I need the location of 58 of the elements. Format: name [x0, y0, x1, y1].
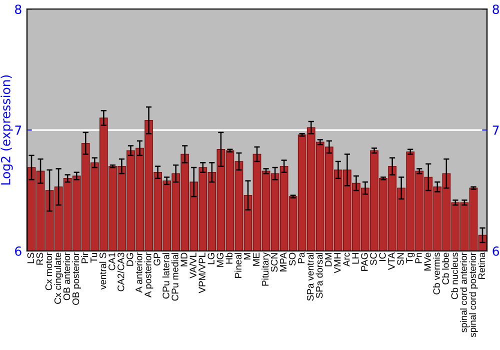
x-tick-label: MVe	[424, 252, 431, 270]
x-tick-label: Pineal	[234, 252, 242, 278]
x-tick-label: Cx motor	[45, 252, 52, 290]
x-tick-label: spinal cord posterior	[469, 252, 478, 338]
x-tick-label: VTA	[388, 252, 395, 270]
x-tick-label: Cb vermis	[432, 252, 440, 294]
x-tick-label: DM	[325, 253, 332, 266]
x-tick-label: VMH	[334, 253, 341, 274]
y2-tick-label: 7	[492, 126, 499, 135]
x-tick-label: PAG	[361, 253, 368, 271]
x-tick-label: Pn	[415, 252, 422, 264]
x-tick-label: SPa ventral	[306, 252, 314, 301]
x-tick-label: SCN	[270, 253, 278, 272]
x-tick-label: LG	[208, 253, 214, 264]
x-tick-label: Pir	[81, 252, 88, 264]
x-tick-label: VA/VL	[189, 252, 196, 278]
x-tick-label: A posterior	[144, 252, 154, 298]
x-tick-label: SN	[397, 253, 404, 266]
x-tick-label: LS	[27, 252, 34, 264]
x-tick-label: OB posterior	[72, 252, 82, 305]
y-axis-title: Log2 (expression)	[0, 75, 13, 185]
x-tick-label: OB anterior	[63, 252, 70, 300]
x-tick-label: ventral S	[99, 252, 106, 290]
x-tick-label: MPA	[280, 252, 286, 272]
y2-tick-label: 8	[492, 4, 499, 14]
x-tick-label: SPa dorsal	[316, 252, 323, 298]
x-tick-label: MD	[180, 252, 188, 266]
x-tick-label: Tg	[406, 252, 415, 264]
x-tick-label: M	[244, 253, 250, 260]
x-tick-label: MG	[216, 253, 224, 267]
x-tick-label: Cx cingulate	[54, 252, 63, 304]
x-tick-label: Arc	[343, 252, 350, 266]
y-tick-label: 8	[15, 4, 22, 14]
x-tick-label: CA1	[108, 252, 116, 270]
x-tick-label: CPu medial	[171, 252, 178, 301]
x-tick-label: Pa	[298, 252, 305, 264]
x-tick-label: SC	[370, 252, 377, 266]
x-tick-label: SO	[288, 252, 296, 266]
x-tick-label: GP	[154, 252, 160, 266]
x-tick-label: CA2/CA3	[117, 252, 124, 292]
x-tick-label: CPu lateral	[162, 252, 170, 299]
y-tick-label: 6	[15, 246, 22, 256]
x-tick-label: LH	[352, 253, 359, 264]
x-tick-label: RS	[36, 252, 44, 265]
x-tick-label: Pituitary	[262, 252, 270, 286]
x-tick-label: VPM/VPL	[198, 252, 206, 294]
x-tick-label: A anterior	[135, 252, 142, 293]
x-tick-label: DG	[126, 253, 134, 266]
x-tick-label: Tu	[90, 252, 98, 263]
x-tick-label: Cb lobe	[442, 252, 449, 284]
x-tick-label: Cb nucleus	[451, 252, 458, 300]
y2-tick-label: 6	[492, 246, 500, 256]
x-tick-label: Hb	[226, 252, 232, 264]
x-tick-label: spinal cord anterior	[460, 252, 469, 332]
x-tick-label: ME	[252, 252, 260, 266]
x-tick-label: Retina	[478, 252, 486, 279]
y-tick-label: 7	[15, 126, 22, 135]
x-tick-label: IC	[379, 252, 386, 261]
